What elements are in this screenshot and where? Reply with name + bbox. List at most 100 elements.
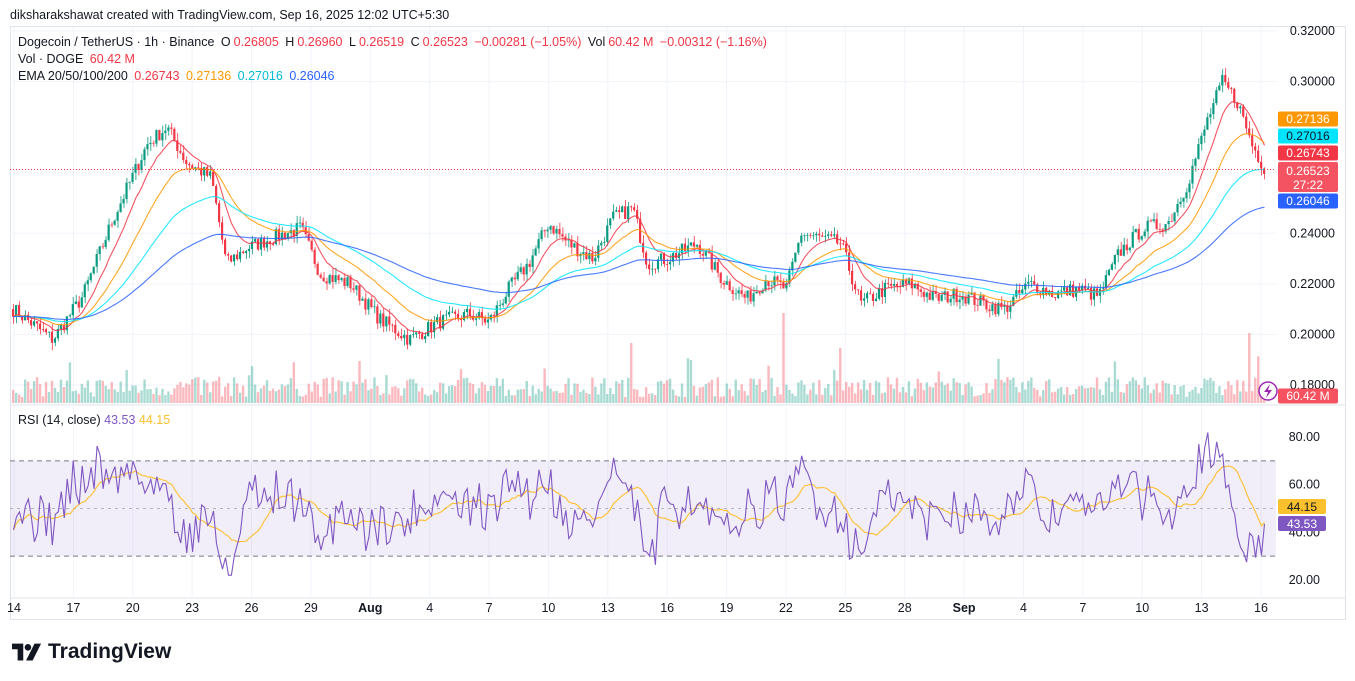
- candle-body: [256, 239, 260, 250]
- volume-bar: [492, 385, 496, 403]
- candle-body: [746, 290, 749, 298]
- volume-bar: [573, 383, 576, 403]
- volume-bar: [746, 395, 749, 403]
- volume-bar: [627, 377, 630, 403]
- candle-body: [815, 233, 818, 236]
- candle-body: [409, 335, 412, 345]
- volume-bar: [833, 369, 836, 403]
- volume-bar: [1209, 377, 1212, 403]
- volume-bar: [540, 391, 543, 403]
- candle-body: [725, 281, 728, 285]
- volume-bar: [1059, 386, 1063, 403]
- legend-open: 0.26805: [233, 35, 279, 49]
- candle-body: [1009, 305, 1012, 312]
- volume-bar: [794, 396, 797, 403]
- volume-bar: [331, 377, 334, 403]
- volume-bar: [83, 387, 87, 403]
- candle-body: [95, 254, 98, 267]
- candle-body: [656, 259, 660, 270]
- candle-body: [1155, 219, 1158, 229]
- volume-bar: [1167, 383, 1170, 403]
- volume-bar: [522, 389, 525, 403]
- candle-body: [74, 301, 77, 305]
- candle-body: [716, 262, 719, 273]
- volume-bar: [1227, 381, 1230, 403]
- candle-body: [26, 314, 30, 321]
- candle-body: [325, 281, 328, 284]
- volume-bar: [355, 384, 358, 403]
- volume-bar: [597, 394, 600, 403]
- candle-body: [689, 242, 692, 246]
- volume-bar: [379, 394, 382, 403]
- candle-body: [98, 246, 101, 255]
- volume-bar: [525, 380, 528, 403]
- candle-body: [1140, 236, 1143, 240]
- volume-bar: [594, 386, 597, 403]
- volume-bar: [268, 390, 272, 403]
- volume-bar: [1074, 388, 1078, 403]
- candle-body: [528, 263, 531, 268]
- candle-body: [585, 252, 588, 260]
- volume-bar: [979, 394, 982, 403]
- candle-body: [424, 336, 427, 340]
- tradingview-logo[interactable]: TradingView: [12, 640, 171, 664]
- candle-body: [1239, 106, 1242, 109]
- volume-bar: [600, 383, 603, 403]
- volume-bar: [621, 379, 624, 403]
- volume-bar: [1012, 377, 1015, 403]
- candle-body: [406, 334, 409, 345]
- candle-body: [839, 243, 842, 245]
- candle-body: [1164, 224, 1167, 232]
- rsi-legend-value: 43.53: [104, 413, 136, 427]
- candle-body: [277, 229, 280, 240]
- rsi-legend-label[interactable]: RSI (14, close): [18, 413, 101, 427]
- volume-bar: [501, 378, 505, 403]
- volume-bar: [812, 382, 815, 403]
- candle-body: [218, 203, 221, 223]
- volume-bar: [77, 393, 81, 403]
- volume-bar: [35, 377, 39, 403]
- candle-body: [226, 254, 230, 256]
- volume-bar: [20, 396, 24, 403]
- candle-body: [379, 313, 382, 324]
- volume-bar: [1116, 379, 1120, 403]
- price-tick-label: 0.24000: [1290, 226, 1335, 240]
- x-tick-label: 13: [1195, 601, 1209, 615]
- candle-body: [877, 288, 881, 299]
- volume-bar: [722, 396, 725, 403]
- ema100-price-label-bg: [1278, 128, 1338, 144]
- volume-bar: [301, 396, 304, 403]
- candle-body: [41, 329, 45, 330]
- candle-body: [1233, 88, 1236, 103]
- volume-bar: [767, 365, 770, 403]
- volume-bar: [716, 377, 720, 403]
- volume-bar: [991, 389, 994, 403]
- volume-bar: [14, 392, 18, 403]
- header-credit: diksharakshawat created with TradingView…: [10, 8, 450, 22]
- x-tick-label: 16: [660, 601, 674, 615]
- candle-body: [173, 128, 176, 141]
- candle-body: [86, 280, 89, 285]
- legend-symbol[interactable]: Dogecoin / TetherUS · 1h · Binance: [18, 35, 215, 49]
- volume-bar: [277, 389, 281, 403]
- candle-body: [1206, 117, 1209, 130]
- candle-body: [683, 243, 686, 251]
- volume-bar: [606, 394, 609, 403]
- volume-bar: [352, 381, 355, 403]
- volume-bar: [406, 380, 409, 403]
- volume-bar: [519, 389, 522, 403]
- candle-body: [430, 322, 433, 333]
- volume-bar: [373, 377, 376, 403]
- legend-volume-label[interactable]: Vol · DOGE: [18, 52, 84, 66]
- candle-body: [355, 285, 358, 290]
- candle-body: [934, 291, 937, 295]
- x-tick-label: 10: [541, 601, 555, 615]
- candle-body: [707, 251, 710, 253]
- candle-body: [976, 304, 979, 306]
- candle-body: [991, 304, 994, 312]
- volume-bar: [507, 389, 511, 403]
- volume-bar: [367, 390, 370, 403]
- volume-bar: [776, 386, 779, 403]
- legend-ema-label[interactable]: EMA 20/50/100/200: [18, 69, 128, 83]
